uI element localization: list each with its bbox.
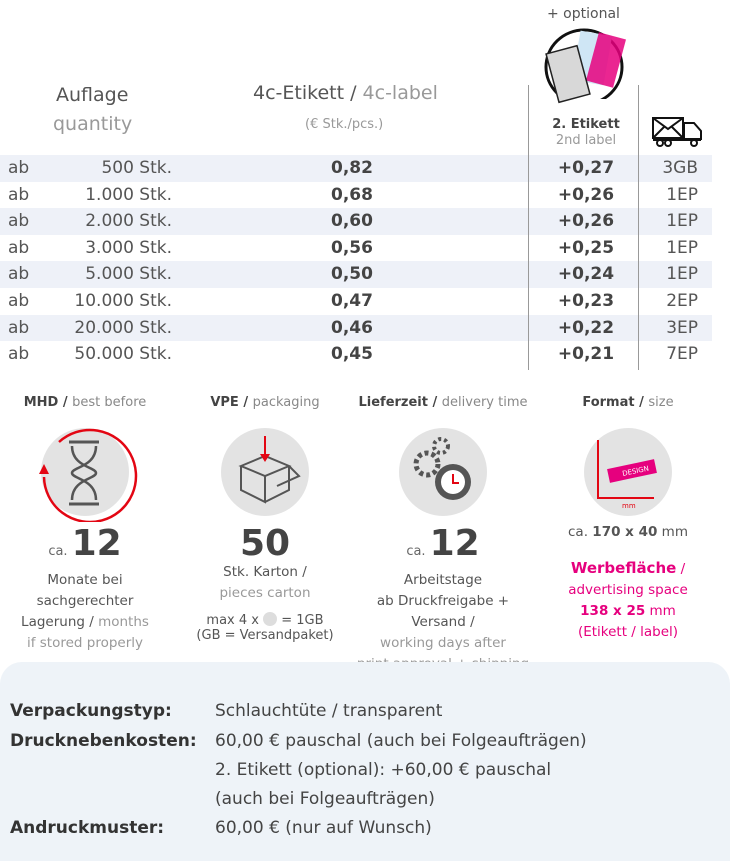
row-ab: ab <box>8 344 30 365</box>
box-icon <box>238 436 301 504</box>
row-extra: +0,21 <box>557 344 615 365</box>
quantity-header: Auflage <box>56 84 129 106</box>
row-ab: ab <box>8 184 30 205</box>
row-qty: 10.000 Stk. <box>74 291 172 311</box>
unit-note: (€ Stk./pcs.) <box>305 117 384 132</box>
column-divider <box>528 85 529 370</box>
optional-label: + optional <box>547 6 620 22</box>
row-ship: 2EP <box>666 291 698 311</box>
format-size-icon: DESIGN mm <box>597 440 657 510</box>
row-ab: ab <box>8 317 30 338</box>
price-row: ab 20.000 Stk. 0,46 +0,22 3EP <box>0 314 712 342</box>
row-qty: 2.000 Stk. <box>85 211 172 232</box>
detail-label: Drucknebenkosten: <box>10 731 197 751</box>
shipping-truck-icon <box>652 117 702 147</box>
row-ab: ab <box>8 291 30 311</box>
row-ab: ab <box>8 211 30 232</box>
row-qty: 50.000 Stk. <box>74 344 172 365</box>
second-label-header-en: 2nd label <box>555 133 617 148</box>
row-price: 0,50 <box>331 264 373 285</box>
row-extra: +0,25 <box>557 237 615 258</box>
row-ship: 1EP <box>666 237 698 258</box>
row-price: 0,60 <box>331 211 373 232</box>
price-row: ab 10.000 Stk. 0,47 +0,23 2EP <box>0 288 712 315</box>
detail-value: (auch bei Folgeaufträgen) <box>215 789 435 809</box>
row-price: 0,68 <box>331 184 373 205</box>
row-ship: 3EP <box>666 317 698 338</box>
detail-value: Schlauchtüte / transparent <box>215 701 443 721</box>
row-price: 0,45 <box>331 344 373 365</box>
details-panel <box>0 662 730 861</box>
info-format: Format / size DESIGN mm ca. 170 x 40 mm … <box>568 395 688 640</box>
row-qty: 20.000 Stk. <box>74 317 172 338</box>
label-header: 4c-Etikett <box>253 82 345 104</box>
row-extra: +0,23 <box>557 291 615 311</box>
price-row: ab 3.000 Stk. 0,56 +0,25 1EP <box>0 235 712 262</box>
info-best-before: MHD / best before ca. 12 Monate bei sachge… <box>21 395 149 651</box>
row-ship: 1EP <box>666 211 698 232</box>
row-qty: 3.000 Stk. <box>85 237 172 258</box>
detail-value: 2. Etikett (optional): +60,00 € pauschal <box>215 760 552 780</box>
row-ship: 3GB <box>662 158 698 178</box>
row-ab: ab <box>8 237 30 258</box>
row-extra: +0,26 <box>557 211 615 232</box>
row-ship: 1EP <box>666 264 698 285</box>
row-ab: ab <box>8 264 30 285</box>
row-extra: +0,22 <box>557 317 615 338</box>
price-row: ab 5.000 Stk. 0,50 +0,24 1EP <box>0 261 712 288</box>
price-row: ab 500 Stk. 0,82 +0,27 3GB <box>0 155 712 182</box>
label-header-en: 4c-label <box>362 82 438 104</box>
info-packaging: VPE / packaging 50 Stk. Karton / pieces c… <box>196 395 334 643</box>
info-delivery-time: Lieferzeit / delivery time ca. 12 Arbeits… <box>357 395 529 672</box>
price-row: ab 2.000 Stk. 0,60 +0,26 1EP <box>0 208 712 235</box>
svg-text:mm: mm <box>622 502 636 510</box>
quantity-header-en: quantity <box>53 113 133 135</box>
row-price: 0,56 <box>331 237 373 258</box>
row-extra: +0,27 <box>557 158 615 178</box>
second-label-header: 2. Etikett <box>552 117 620 132</box>
detail-value: 60,00 € pauschal (auch bei Folgeaufträge… <box>215 731 587 751</box>
row-ship: 7EP <box>666 344 698 365</box>
detail-label: Andruckmuster: <box>10 818 165 838</box>
row-extra: +0,26 <box>557 184 615 205</box>
row-ship: 1EP <box>666 184 698 205</box>
row-price: 0,47 <box>331 291 373 311</box>
price-row: ab 1.000 Stk. 0,68 +0,26 1EP <box>0 182 712 209</box>
row-price: 0,46 <box>331 317 373 338</box>
row-extra: +0,24 <box>557 264 615 285</box>
row-qty: 5.000 Stk. <box>85 264 172 285</box>
row-qty: 500 Stk. <box>101 158 172 178</box>
second-label-icon <box>540 28 632 105</box>
price-row: ab 50.000 Stk. 0,45 +0,21 7EP <box>0 341 712 368</box>
gears-clock-icon <box>413 437 471 500</box>
detail-label: Verpackungstyp: <box>10 701 172 721</box>
hourglass-icon <box>39 428 138 522</box>
row-price: 0,82 <box>331 158 373 178</box>
detail-value: 60,00 € (nur auf Wunsch) <box>215 818 432 838</box>
column-divider <box>638 85 639 370</box>
row-ab: ab <box>8 158 30 178</box>
row-qty: 1.000 Stk. <box>85 184 172 205</box>
small-box-icon <box>263 612 278 626</box>
